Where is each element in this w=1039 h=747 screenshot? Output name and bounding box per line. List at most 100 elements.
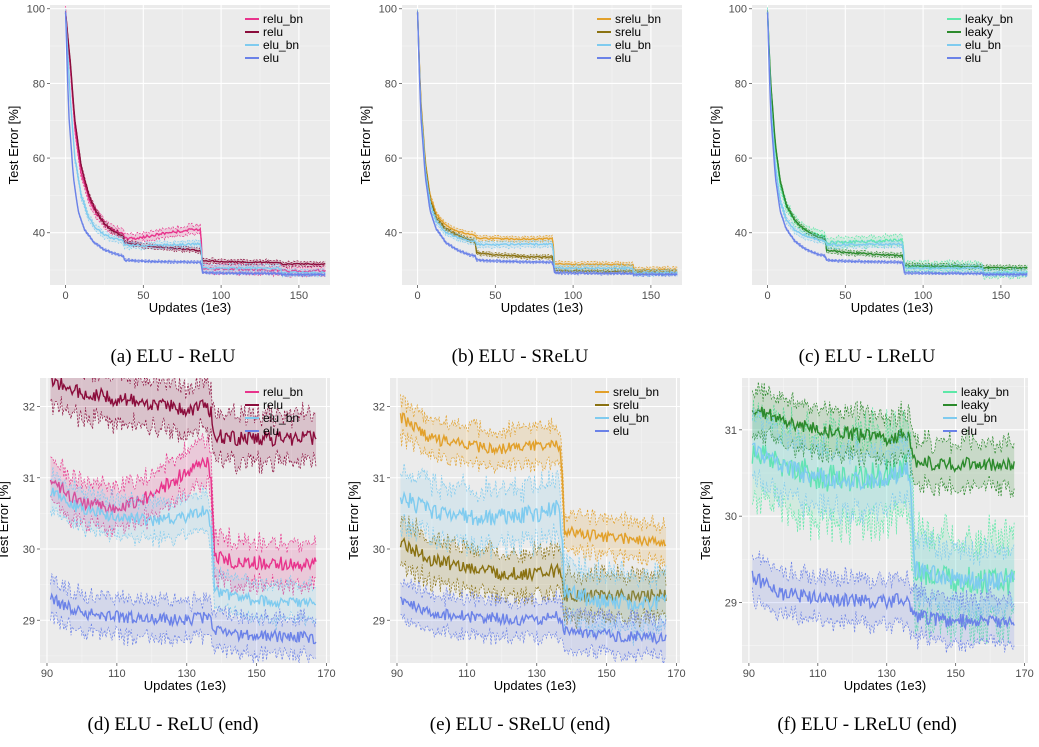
band-upper-srelu xyxy=(417,10,678,273)
band-upper-srelu xyxy=(400,515,667,587)
band-upper-srelu_bn xyxy=(417,9,678,269)
series-line-elu xyxy=(49,592,317,645)
series-line-relu xyxy=(51,378,317,447)
band-lower-leaky_bn xyxy=(751,483,1015,645)
y-tick-label: 60 xyxy=(385,153,397,165)
band-lower-elu xyxy=(767,13,1028,277)
band-upper-elu xyxy=(50,573,317,628)
x-tick-label: 100 xyxy=(914,290,932,302)
band-upper-elu_bn xyxy=(400,463,667,591)
x-tick-label: 130 xyxy=(178,668,196,680)
band-upper-leaky_bn xyxy=(751,399,1015,561)
y-axis-label: Test Error [%] xyxy=(358,106,373,185)
series-line-elu xyxy=(766,12,1028,276)
legend-label-relu_bn: relu_bn xyxy=(263,385,303,399)
band-lower-elu xyxy=(417,13,678,278)
caption-f: (f) ELU - LReLU (end) xyxy=(777,714,957,735)
x-tick-label: 170 xyxy=(1015,668,1033,680)
band-elu xyxy=(50,573,316,663)
band-upper-relu_bn xyxy=(65,5,326,270)
legend-label-leaky_bn: leaky_bn xyxy=(965,12,1013,26)
y-tick-label: 30 xyxy=(373,544,385,556)
y-tick-label: 31 xyxy=(373,473,385,485)
band-lower-relu_bn xyxy=(65,14,326,278)
series-line-elu xyxy=(416,12,678,276)
legend-label-elu: elu xyxy=(961,424,977,438)
band-upper-elu xyxy=(417,10,678,275)
series-line-elu_bn xyxy=(64,12,326,275)
legend-label-elu_bn: elu_bn xyxy=(615,38,651,52)
y-tick-label: 100 xyxy=(27,4,45,16)
band-lower-srelu_bn xyxy=(400,428,667,569)
series-line-elu_bn xyxy=(751,442,1015,593)
x-tick-label: 0 xyxy=(414,290,420,302)
band-upper-elu_bn xyxy=(50,466,317,592)
x-tick-label: 130 xyxy=(528,668,546,680)
band-lower-relu xyxy=(50,396,317,475)
x-axis-label: Updates (1e3) xyxy=(844,678,926,693)
y-tick-label: 40 xyxy=(385,228,397,240)
x-axis-label: Updates (1e3) xyxy=(494,678,576,693)
x-tick-label: 110 xyxy=(809,668,827,680)
band-lower-elu xyxy=(50,610,317,663)
y-tick-label: 29 xyxy=(373,615,385,627)
band-lower-elu_bn xyxy=(50,506,317,631)
band-upper-relu xyxy=(65,10,326,264)
legend-label-relu_bn: relu_bn xyxy=(263,12,303,26)
y-tick-label: 31 xyxy=(725,425,737,437)
x-axis-label: Updates (1e3) xyxy=(144,678,226,693)
band-srelu_bn xyxy=(400,394,666,569)
y-tick-label: 40 xyxy=(33,228,45,240)
band-upper-elu xyxy=(751,550,1015,610)
x-tick-label: 150 xyxy=(992,290,1010,302)
series-line-elu_bn xyxy=(416,12,678,275)
x-axis-label: Updates (1e3) xyxy=(851,300,933,315)
x-tick-label: 50 xyxy=(489,290,501,302)
band-upper-srelu_bn xyxy=(400,394,667,534)
series-group xyxy=(49,378,317,663)
band-lower-srelu xyxy=(400,560,667,630)
caption-a: (a) ELU - ReLU xyxy=(110,346,236,367)
series-line-elu xyxy=(399,596,667,645)
y-tick-label: 100 xyxy=(729,4,747,16)
x-tick-label: 170 xyxy=(667,668,685,680)
x-tick-label: 150 xyxy=(946,668,964,680)
band-elu_bn xyxy=(50,466,316,631)
band-lower-elu_bn xyxy=(751,469,1015,626)
y-axis-label: Test Error [%] xyxy=(6,106,21,185)
y-axis-label: Test Error [%] xyxy=(708,106,723,185)
y-tick-label: 80 xyxy=(385,78,397,90)
band-upper-relu_bn xyxy=(50,433,317,554)
legend-label-srelu_bn: srelu_bn xyxy=(615,12,661,26)
y-tick-label: 32 xyxy=(373,402,385,414)
y-tick-label: 32 xyxy=(23,402,35,414)
x-tick-label: 0 xyxy=(764,290,770,302)
band-leaky_bn xyxy=(752,399,1015,645)
x-tick-label: 150 xyxy=(642,290,660,302)
x-axis-label: Updates (1e3) xyxy=(501,300,583,315)
series-line-srelu_bn xyxy=(399,412,667,548)
series-line-elu_bn xyxy=(399,490,667,613)
y-tick-label: 60 xyxy=(33,153,45,165)
legend-label-elu_bn: elu_bn xyxy=(263,411,299,425)
legend-label-elu: elu xyxy=(965,51,981,65)
legend-label-leaky: leaky xyxy=(965,25,993,39)
series-group xyxy=(416,9,678,278)
legend-label-elu_bn: elu_bn xyxy=(263,38,299,52)
panel-f: 90 110 130 150 170 29 30 31 Updates (1e3) Test Er… xyxy=(698,378,1034,693)
band-lower-elu xyxy=(65,13,326,277)
caption-d: (d) ELU - ReLU (end) xyxy=(87,714,259,735)
series-line-elu xyxy=(64,12,326,276)
legend-label-leaky_bn: leaky_bn xyxy=(961,385,1009,399)
y-tick-label: 31 xyxy=(23,473,35,485)
series-group xyxy=(751,381,1015,654)
x-tick-label: 130 xyxy=(878,668,896,680)
band-upper-elu xyxy=(767,11,1028,275)
band-upper-elu xyxy=(400,578,667,632)
panel-e: 90 110 130 150 170 29 30 31 32 Updates (1e3) Test … xyxy=(346,378,686,693)
x-axis-label: Updates (1e3) xyxy=(149,300,231,315)
legend-label-relu: relu xyxy=(263,25,283,39)
